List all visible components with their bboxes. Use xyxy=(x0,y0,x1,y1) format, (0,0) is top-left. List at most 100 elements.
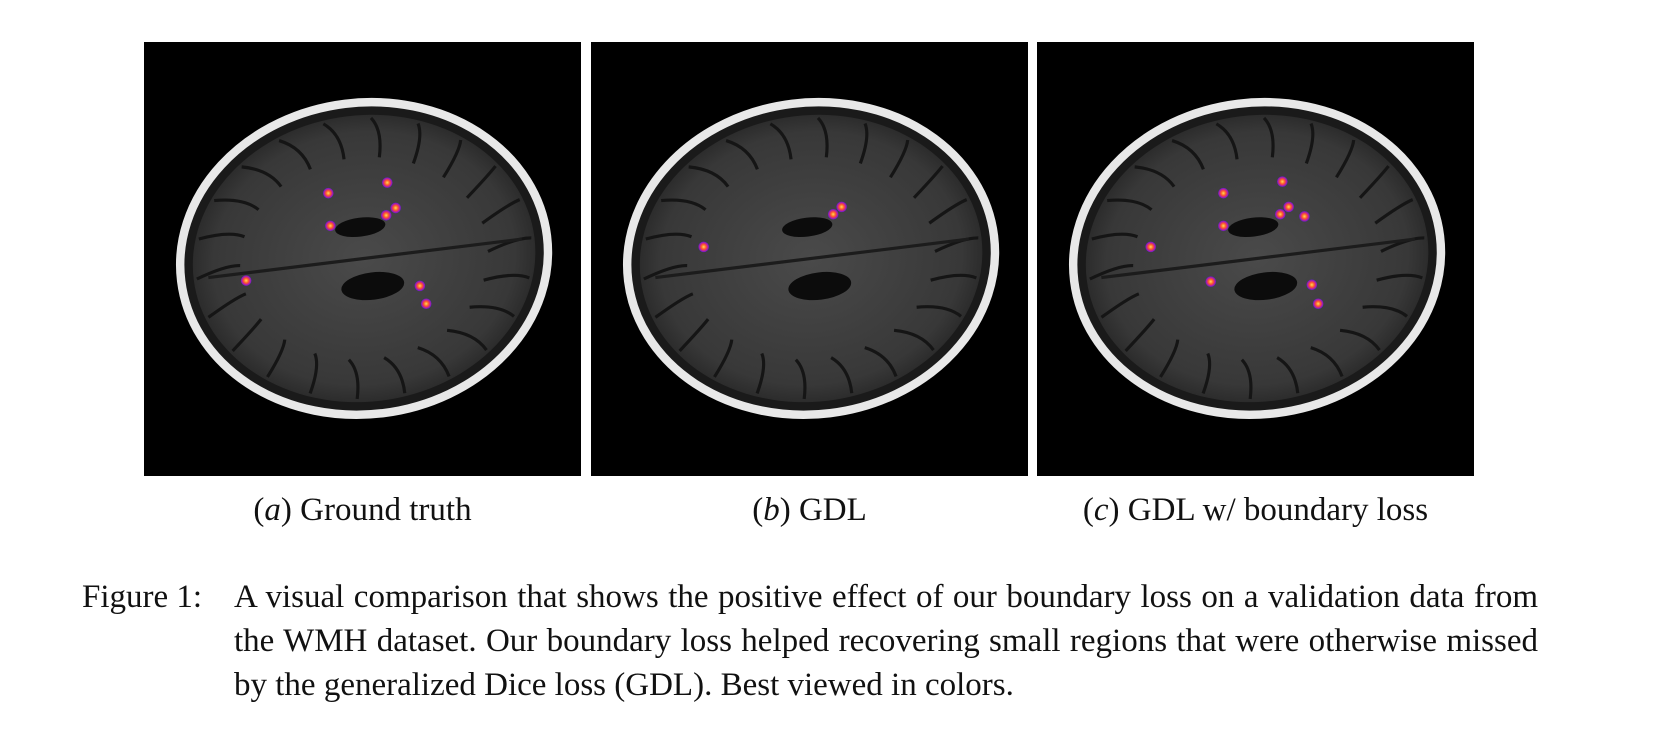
panel-caption: (a) Ground truth xyxy=(144,492,581,529)
sulcus xyxy=(278,139,312,170)
sulcus xyxy=(1171,139,1205,170)
lesion xyxy=(323,187,334,199)
sulcus xyxy=(198,232,246,241)
sulcus xyxy=(196,263,241,281)
paren: ) xyxy=(779,492,791,528)
sulcus xyxy=(889,139,910,179)
brain xyxy=(175,97,553,419)
sulcus xyxy=(1124,318,1156,352)
panel-image xyxy=(1037,42,1474,476)
sulcus xyxy=(893,328,935,352)
lesion xyxy=(1218,187,1229,199)
paren: ) xyxy=(1108,492,1120,528)
lesion xyxy=(1205,276,1217,287)
sulcus xyxy=(1358,165,1390,199)
lesion xyxy=(1145,241,1156,253)
sulcus xyxy=(383,356,407,394)
sulcus xyxy=(446,328,488,352)
sulcus xyxy=(207,292,247,319)
lesion xyxy=(325,220,336,232)
sulcus xyxy=(725,139,759,170)
sulcus xyxy=(1276,356,1300,394)
paren: ( xyxy=(752,492,764,528)
panel-letter: b xyxy=(763,492,780,528)
panel-caption: (c) GDL w/ boundary loss xyxy=(1037,492,1474,529)
lesion xyxy=(1283,201,1294,213)
lesion xyxy=(420,298,432,310)
sulcus xyxy=(1240,358,1253,400)
sulcus xyxy=(1304,122,1315,164)
caption-text: GDL w/ boundary loss xyxy=(1127,492,1429,528)
sulcus xyxy=(1262,116,1275,158)
caption-text: Ground truth xyxy=(300,492,472,528)
ventricle xyxy=(1234,271,1298,301)
sulcus xyxy=(308,352,319,394)
panel-letter: c xyxy=(1093,492,1109,528)
figure-text: A visual comparison that shows the posit… xyxy=(234,579,1538,703)
ventricle xyxy=(788,271,852,301)
midline xyxy=(208,237,523,280)
sulcus xyxy=(1376,273,1423,282)
sulcus xyxy=(231,318,263,352)
panel-image xyxy=(144,42,581,476)
sulcus xyxy=(688,165,730,188)
ventricle xyxy=(782,217,833,238)
sulcus xyxy=(645,232,693,241)
sulcus xyxy=(930,273,977,282)
sulcus xyxy=(794,358,807,400)
brain xyxy=(1068,97,1446,419)
sulcus xyxy=(1159,339,1180,378)
lesion xyxy=(1218,220,1229,232)
caption-text: GDL xyxy=(798,492,867,528)
brain-scan xyxy=(175,97,553,419)
lesion xyxy=(1274,208,1286,220)
sulcus xyxy=(214,198,260,211)
sulcus xyxy=(1201,352,1212,394)
sulcus xyxy=(241,165,283,188)
lesion xyxy=(1312,298,1324,310)
lesion xyxy=(827,208,839,220)
sulcus xyxy=(678,318,710,352)
sulcus xyxy=(916,305,962,318)
sulcus xyxy=(266,339,287,378)
ventricle xyxy=(1228,217,1279,238)
sulcus xyxy=(442,139,463,179)
lesion xyxy=(1306,279,1318,291)
sulcus xyxy=(713,339,734,378)
lesion xyxy=(1277,176,1288,187)
sulcus xyxy=(1339,328,1381,352)
figure-caption: Figure 1: A visual comparison that shows… xyxy=(82,575,1538,707)
sulcus xyxy=(417,346,451,377)
paren: ( xyxy=(1082,492,1094,528)
lesion xyxy=(836,201,847,213)
sulcus xyxy=(661,198,707,211)
sulcus xyxy=(858,122,869,164)
sulcus xyxy=(864,346,898,377)
sulcus xyxy=(469,305,515,318)
sulcus xyxy=(928,198,968,225)
paren: ( xyxy=(253,492,265,528)
sulcus xyxy=(1310,346,1344,377)
sulcus xyxy=(1215,122,1239,160)
sulcus xyxy=(1335,139,1356,179)
paren: ) xyxy=(280,492,292,528)
sulcus xyxy=(481,198,521,225)
sulcus xyxy=(830,356,854,394)
midline xyxy=(655,237,970,280)
lesion xyxy=(1299,211,1310,222)
sulcus xyxy=(643,263,688,281)
sulcus xyxy=(912,165,944,199)
ventricle xyxy=(341,271,405,301)
brain-scan xyxy=(622,97,1000,419)
lesion xyxy=(381,177,393,188)
sulcus xyxy=(465,165,497,199)
midline xyxy=(1101,237,1416,280)
sulcus xyxy=(347,358,360,400)
panel-image xyxy=(591,42,1028,476)
lesion xyxy=(414,280,426,292)
sulcus xyxy=(654,292,694,319)
sulcus xyxy=(1374,198,1414,225)
figure-label: Figure 1: xyxy=(82,579,203,615)
brain-scan xyxy=(1068,97,1446,419)
